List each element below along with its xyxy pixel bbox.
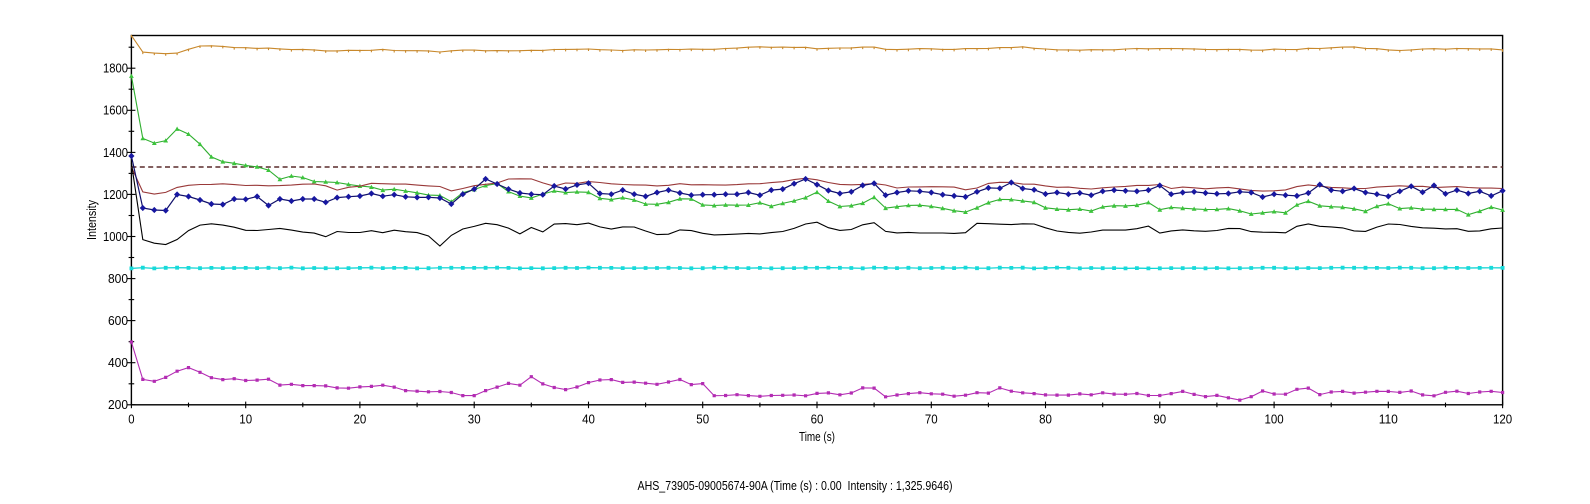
svg-text:1000: 1000 [103, 230, 128, 244]
svg-text:1600: 1600 [103, 104, 128, 118]
svg-text:120: 120 [1493, 413, 1512, 427]
svg-text:1400: 1400 [103, 146, 128, 160]
svg-text:100: 100 [1265, 413, 1284, 427]
svg-text:60: 60 [811, 413, 824, 427]
svg-text:Time (s): Time (s) [799, 430, 835, 444]
svg-text:20: 20 [354, 413, 367, 427]
svg-text:50: 50 [696, 413, 709, 427]
svg-text:70: 70 [925, 413, 938, 427]
svg-text:110: 110 [1379, 413, 1398, 427]
svg-text:90: 90 [1153, 413, 1166, 427]
svg-text:800: 800 [108, 272, 128, 286]
svg-text:80: 80 [1039, 413, 1052, 427]
svg-text:40: 40 [582, 413, 595, 427]
svg-text:0: 0 [128, 413, 134, 427]
svg-text:Intensity: Intensity [85, 199, 99, 240]
svg-text:30: 30 [468, 413, 481, 427]
svg-text:600: 600 [108, 314, 128, 328]
svg-text:1200: 1200 [103, 188, 128, 202]
svg-text:400: 400 [108, 356, 128, 370]
svg-text:AHS_73905-09005674-90A (Time (: AHS_73905-09005674-90A (Time (s) : 0.00 … [638, 479, 953, 493]
svg-text:200: 200 [108, 398, 128, 412]
svg-text:10: 10 [239, 413, 252, 427]
svg-text:1800: 1800 [103, 62, 128, 76]
